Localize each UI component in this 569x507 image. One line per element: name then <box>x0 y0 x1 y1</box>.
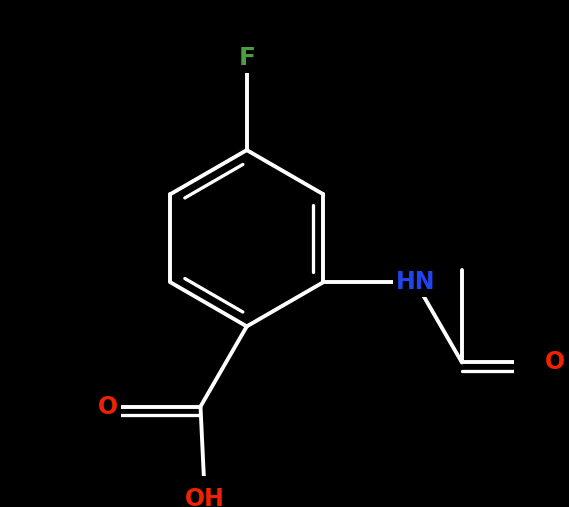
Text: F: F <box>238 46 255 69</box>
Text: O: O <box>545 350 564 375</box>
Text: OH: OH <box>185 487 225 507</box>
Text: O: O <box>98 394 118 419</box>
Text: HN: HN <box>396 270 435 294</box>
